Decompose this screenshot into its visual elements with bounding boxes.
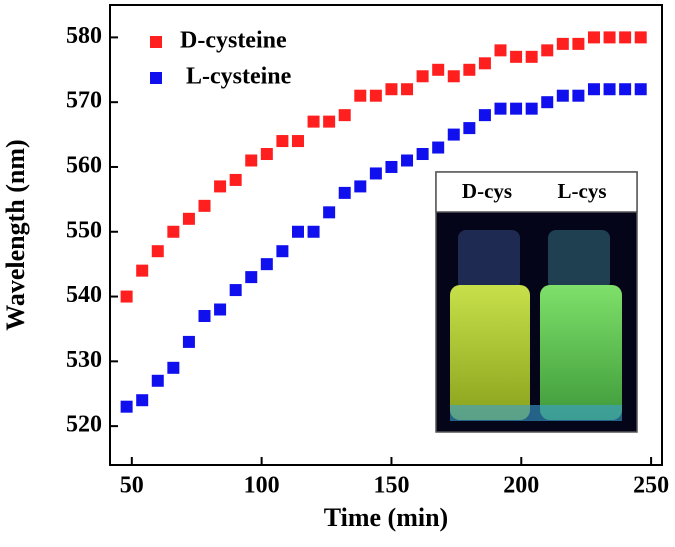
x-tick-label: 250 bbox=[633, 473, 669, 499]
point bbox=[463, 122, 476, 135]
point bbox=[463, 63, 476, 76]
point bbox=[198, 309, 211, 322]
point bbox=[634, 31, 647, 44]
point bbox=[245, 154, 258, 167]
point bbox=[447, 70, 460, 83]
point bbox=[338, 186, 351, 199]
point bbox=[151, 374, 164, 387]
y-tick-label: 570 bbox=[66, 88, 102, 114]
point bbox=[556, 89, 569, 102]
y-tick-label: 580 bbox=[66, 23, 102, 49]
point bbox=[323, 115, 336, 128]
point bbox=[136, 264, 149, 277]
point bbox=[619, 83, 632, 96]
point bbox=[214, 303, 227, 316]
point bbox=[447, 128, 460, 141]
legend-marker bbox=[150, 72, 162, 84]
point bbox=[478, 57, 491, 70]
point bbox=[603, 31, 616, 44]
y-tick-label: 560 bbox=[66, 152, 102, 178]
point bbox=[276, 245, 289, 258]
point bbox=[323, 206, 336, 219]
point bbox=[510, 102, 523, 115]
point bbox=[416, 148, 429, 161]
y-axis-title: Wavelength (nm) bbox=[1, 139, 30, 330]
inset-label: D-cys bbox=[462, 179, 512, 203]
inset-photo: D-cys L-cys bbox=[435, 171, 638, 433]
point bbox=[603, 83, 616, 96]
y-tick-label: 540 bbox=[66, 282, 102, 308]
point bbox=[354, 89, 367, 102]
x-tick-label: 150 bbox=[373, 473, 409, 499]
point bbox=[245, 271, 258, 284]
point bbox=[587, 83, 600, 96]
point bbox=[136, 394, 149, 407]
point bbox=[416, 70, 429, 83]
point bbox=[401, 154, 414, 167]
point bbox=[214, 180, 227, 193]
legend-label: L-cysteine bbox=[186, 64, 292, 90]
point bbox=[385, 83, 398, 96]
inset-label: L-cys bbox=[558, 179, 607, 203]
point bbox=[369, 89, 382, 102]
point bbox=[432, 63, 445, 76]
point bbox=[120, 400, 133, 413]
plot-frame bbox=[109, 4, 663, 466]
point bbox=[291, 225, 304, 238]
point bbox=[260, 258, 273, 271]
point bbox=[556, 37, 569, 50]
point bbox=[182, 335, 195, 348]
point bbox=[494, 44, 507, 57]
point bbox=[432, 141, 445, 154]
x-tick-label: 200 bbox=[503, 473, 539, 499]
point bbox=[401, 83, 414, 96]
x-tick-label: 50 bbox=[120, 473, 144, 499]
point bbox=[587, 31, 600, 44]
point bbox=[120, 290, 133, 303]
point bbox=[525, 102, 538, 115]
x-axis-title: Time (min) bbox=[324, 503, 448, 532]
y-tick-label: 520 bbox=[66, 412, 102, 438]
point bbox=[510, 50, 523, 63]
point bbox=[198, 199, 211, 212]
point bbox=[338, 109, 351, 122]
point bbox=[619, 31, 632, 44]
point bbox=[167, 361, 180, 374]
point bbox=[572, 37, 585, 50]
point bbox=[541, 44, 554, 57]
point bbox=[369, 167, 382, 180]
point bbox=[229, 173, 242, 186]
point bbox=[634, 83, 647, 96]
y-tick-label: 530 bbox=[66, 347, 102, 373]
point bbox=[182, 212, 195, 225]
point bbox=[354, 180, 367, 193]
point bbox=[260, 148, 273, 161]
point bbox=[572, 89, 585, 102]
legend-label: D-cysteine bbox=[180, 28, 287, 54]
point bbox=[307, 225, 320, 238]
point bbox=[229, 284, 242, 297]
point bbox=[307, 115, 320, 128]
point bbox=[167, 225, 180, 238]
y-tick-label: 550 bbox=[66, 217, 102, 243]
point bbox=[478, 109, 491, 122]
point bbox=[525, 50, 538, 63]
point bbox=[276, 135, 289, 148]
point bbox=[541, 96, 554, 109]
legend-marker bbox=[150, 36, 162, 48]
point bbox=[385, 160, 398, 173]
point bbox=[291, 135, 304, 148]
point bbox=[151, 245, 164, 258]
point bbox=[494, 102, 507, 115]
x-tick-label: 100 bbox=[244, 473, 280, 499]
